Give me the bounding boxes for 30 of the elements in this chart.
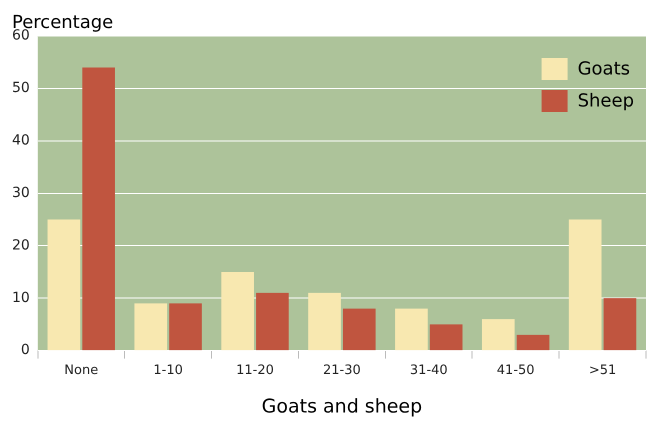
bar — [48, 220, 80, 350]
x-tick-label: None — [64, 362, 98, 378]
bar — [516, 334, 550, 350]
x-tick-label: >51 — [588, 362, 616, 378]
bar — [82, 67, 115, 350]
y-tick-label: 50 — [12, 80, 30, 96]
x-tick-label: 11-20 — [236, 362, 274, 378]
x-tick-label: 21-30 — [323, 362, 361, 378]
x-tick-label: 1-10 — [153, 362, 183, 378]
bar — [568, 220, 602, 350]
bar — [169, 303, 202, 350]
x-axis-title: Goats and sheep — [262, 396, 422, 418]
x-tick-label: 41-50 — [496, 362, 535, 378]
bar — [256, 292, 289, 350]
bar — [308, 292, 341, 350]
bar — [604, 298, 636, 350]
bar — [342, 308, 376, 350]
legend-label: Goats — [578, 58, 630, 80]
bar — [430, 324, 462, 350]
y-tick-label: 10 — [12, 290, 30, 306]
bar — [134, 303, 168, 350]
bar — [395, 308, 428, 350]
y-tick-label: 40 — [12, 132, 30, 149]
x-tick-label: 31-40 — [410, 362, 448, 378]
bar — [221, 272, 254, 350]
y-tick-label: 30 — [12, 184, 30, 201]
legend-label: Sheep — [578, 90, 634, 112]
y-tick-label: 0 — [20, 342, 30, 358]
y-tick-label: 20 — [12, 237, 30, 254]
bar — [482, 319, 515, 350]
